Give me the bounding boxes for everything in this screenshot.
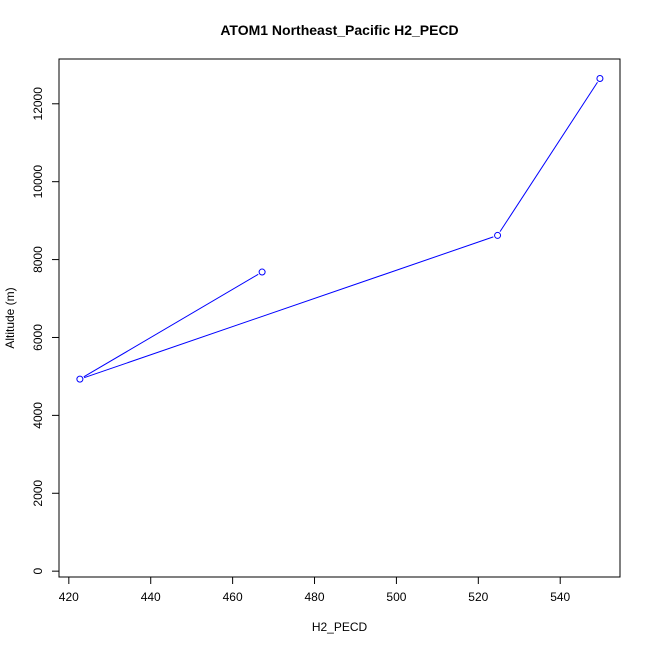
x-axis-label: H2_PECD <box>312 620 368 634</box>
y-tick-label: 4000 <box>31 402 45 429</box>
y-tick-label: 6000 <box>31 324 45 351</box>
data-point <box>494 231 502 239</box>
y-axis-label: Altitude (m) <box>3 287 17 348</box>
y-tick-label: 10000 <box>31 165 45 199</box>
y-tick-label: 8000 <box>31 246 45 273</box>
series-layer <box>76 74 604 383</box>
x-tick-label: 420 <box>59 590 79 604</box>
series-segment <box>83 273 259 378</box>
data-point <box>76 375 84 383</box>
series-segment <box>83 236 494 379</box>
x-tick-label: 460 <box>223 590 243 604</box>
data-point <box>596 74 604 82</box>
chart-title: ATOM1 Northeast_Pacific H2_PECD <box>220 22 458 38</box>
series-segment <box>499 81 598 232</box>
data-point <box>258 268 266 276</box>
x-tick-label: 540 <box>550 590 570 604</box>
plot-frame <box>58 58 621 578</box>
y-axis: 0 2000 4000 6000 8000 10000 12000 <box>31 87 60 575</box>
y-tick-label: 12000 <box>31 87 45 121</box>
x-axis: 420 440 460 480 500 520 540 <box>59 576 571 604</box>
x-tick-label: 480 <box>305 590 325 604</box>
y-tick-label: 0 <box>31 568 45 575</box>
x-tick-label: 440 <box>141 590 161 604</box>
x-tick-label: 500 <box>386 590 406 604</box>
x-tick-label: 520 <box>468 590 488 604</box>
y-tick-label: 2000 <box>31 480 45 507</box>
